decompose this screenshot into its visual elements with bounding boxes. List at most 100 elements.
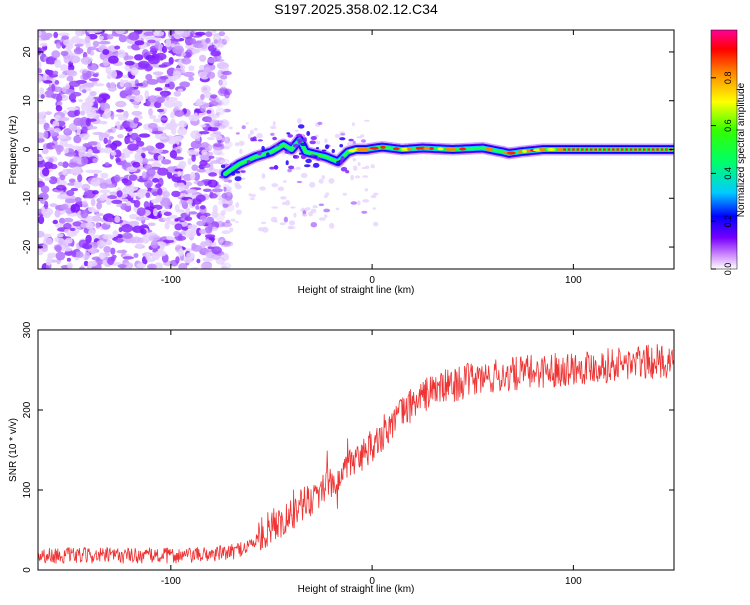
- noise-blob: [148, 108, 153, 116]
- ridge-hotspot: [616, 148, 620, 151]
- noise-blob: [75, 30, 82, 37]
- noise-blob: [53, 31, 59, 39]
- colorbar-gradient: [710, 29, 738, 270]
- noise-blob: [107, 34, 114, 40]
- noise-blob: [38, 74, 43, 84]
- noise-blob: [47, 127, 55, 131]
- noise-blob: [223, 35, 230, 43]
- noise-blob: [351, 122, 355, 126]
- noise-blob: [41, 244, 49, 253]
- ridge-hotspot: [660, 148, 664, 151]
- noise-blob: [196, 258, 201, 264]
- noise-blob: [177, 88, 184, 92]
- noise-blob: [145, 252, 151, 260]
- ridge-speck: [273, 144, 280, 147]
- noise-blob: [340, 133, 346, 136]
- noise-blob: [136, 263, 146, 269]
- noise-blob: [162, 191, 171, 198]
- noise-blob: [175, 256, 180, 264]
- noise-blob: [151, 161, 162, 169]
- noise-blob: [212, 131, 222, 135]
- noise-blob: [167, 171, 173, 179]
- noise-blob: [92, 100, 99, 109]
- noise-blob: [79, 133, 91, 139]
- ridge-speck: [297, 124, 305, 129]
- noise-blob: [124, 153, 131, 158]
- noise-blob: [184, 248, 194, 252]
- noise-blob: [103, 246, 112, 253]
- noise-blob: [71, 145, 82, 150]
- noise-blob: [154, 52, 167, 61]
- noise-blob: [256, 133, 263, 139]
- noise-blob: [134, 40, 145, 46]
- noise-blob: [86, 215, 93, 222]
- noise-blob: [248, 193, 252, 197]
- noise-blob: [92, 73, 99, 78]
- noise-blob: [52, 219, 59, 225]
- noise-blob: [183, 71, 195, 78]
- noise-blob: [115, 100, 127, 108]
- noise-blob: [43, 80, 53, 84]
- noise-blob: [155, 250, 167, 257]
- ridge-hotspot: [507, 151, 516, 155]
- noise-blob: [63, 55, 71, 64]
- snr-x-tick-label: 0: [369, 576, 375, 587]
- noise-blob: [86, 107, 98, 111]
- noise-blob: [110, 247, 116, 255]
- noise-blob: [229, 227, 234, 233]
- noise-blob: [146, 78, 159, 85]
- noise-blob: [117, 49, 126, 58]
- noise-blob: [289, 226, 296, 230]
- noise-blob: [201, 248, 212, 253]
- noise-blob: [96, 141, 102, 151]
- noise-blob: [104, 108, 112, 118]
- noise-blob: [208, 42, 213, 46]
- spectrogram-x-tick-label: 100: [565, 275, 582, 286]
- noise-blob: [219, 79, 228, 88]
- ridge-hotspot: [651, 148, 655, 151]
- noise-blob: [148, 235, 161, 241]
- noise-blob: [102, 259, 107, 266]
- ridge-speck: [324, 144, 330, 150]
- noise-blob: [235, 202, 239, 208]
- noise-blob: [55, 245, 62, 253]
- ridge-hotspot: [423, 146, 432, 150]
- noise-blob: [81, 156, 89, 166]
- noise-blob: [219, 238, 224, 244]
- noise-blob: [196, 220, 206, 226]
- ridge-speck: [296, 138, 304, 143]
- noise-blob: [167, 81, 175, 90]
- noise-blob: [223, 186, 227, 192]
- noise-blob: [214, 120, 225, 125]
- snr-x-tick-label: 100: [565, 576, 582, 587]
- noise-blob: [157, 167, 169, 176]
- noise-blob: [107, 128, 113, 133]
- noise-blob: [74, 43, 84, 47]
- ridge-hotspot: [607, 148, 611, 151]
- noise-blob: [40, 36, 51, 41]
- spectrogram-y-tick-label: 10: [22, 95, 33, 107]
- noise-blob: [181, 57, 192, 65]
- noise-blob: [126, 166, 138, 173]
- snr-x-tick-label: -100: [161, 576, 181, 587]
- noise-blob: [116, 109, 124, 113]
- noise-blob: [90, 215, 102, 222]
- noise-blob: [69, 178, 76, 183]
- noise-blob: [187, 198, 193, 205]
- noise-blob: [208, 193, 218, 199]
- noise-blob: [206, 109, 212, 114]
- ridge-hotspot: [380, 145, 386, 149]
- noise-blob: [357, 162, 361, 166]
- noise-blob: [128, 32, 140, 41]
- noise-blob: [271, 183, 279, 188]
- ridge-speck: [269, 166, 275, 170]
- noise-blob: [64, 228, 69, 234]
- noise-blob: [199, 228, 206, 235]
- ridge-speck: [309, 154, 316, 157]
- noise-blob: [47, 86, 53, 91]
- noise-blob: [235, 132, 240, 135]
- noise-blob: [191, 164, 199, 171]
- noise-blob: [325, 192, 330, 196]
- noise-blob: [217, 197, 224, 201]
